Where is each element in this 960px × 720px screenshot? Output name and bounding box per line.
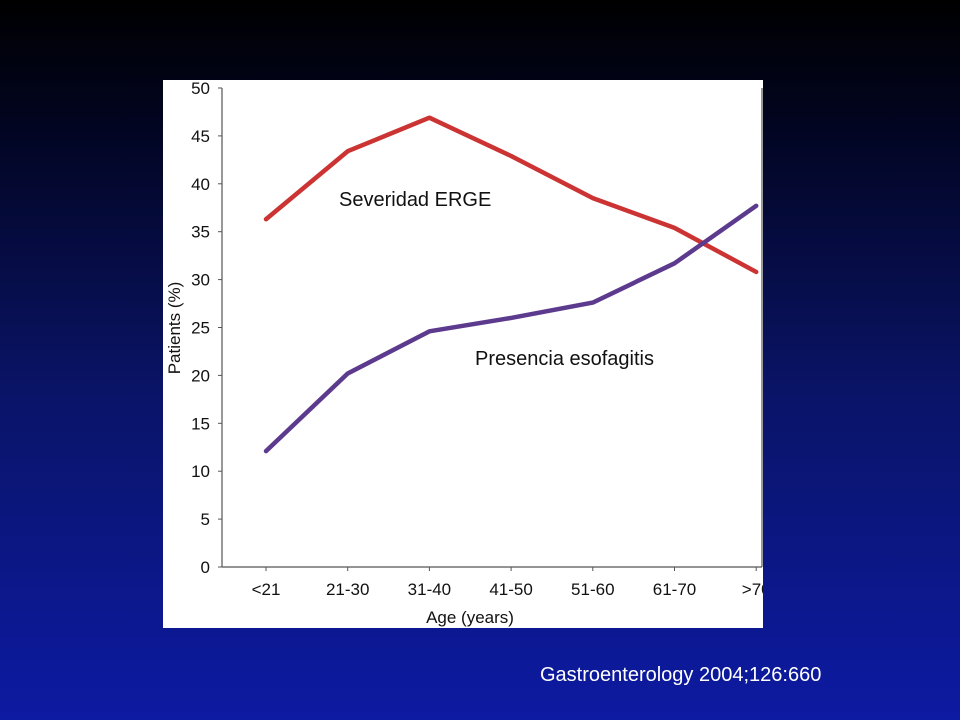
- x-tick-label: 31-40: [408, 580, 451, 599]
- x-tick-label: 61-70: [653, 580, 696, 599]
- y-tick-label: 10: [191, 462, 210, 481]
- x-axis-label: Age (years): [426, 608, 514, 627]
- line-chart: 0 5 10 15 20 25 30 35 40 45 50 <21 21-30 31-40 41-50 51…: [165, 80, 763, 627]
- x-tick-label: 21-30: [326, 580, 369, 599]
- y-tick-label: 30: [191, 271, 210, 290]
- tick-labels: 0 5 10 15 20 25 30 35 40 45 50 <21 21-30 31-40 41-50 51…: [191, 80, 763, 599]
- y-tick-label: 40: [191, 175, 210, 194]
- series-label-severidad-erge: Severidad ERGE: [339, 189, 491, 211]
- x-tick-label: 41-50: [489, 580, 532, 599]
- y-tick-label: 45: [191, 127, 210, 146]
- chart-panel: 0 5 10 15 20 25 30 35 40 45 50 <21 21-30 31-40 41-50 51…: [163, 80, 763, 628]
- series-lines: [263, 115, 759, 454]
- y-tick-label: 25: [191, 319, 210, 338]
- y-tick-label: 0: [201, 558, 210, 577]
- y-tick-label: 35: [191, 223, 210, 242]
- y-tick-label: 5: [201, 510, 210, 529]
- y-tick-label: 20: [191, 366, 210, 385]
- series-label-presencia-esofagitis: Presencia esofagitis: [475, 348, 654, 370]
- x-tick-label: 51-60: [571, 580, 614, 599]
- series-line-presencia-esofagitis: [263, 203, 759, 454]
- series-labels: Severidad ERGE Presencia esofagitis: [339, 189, 654, 370]
- citation: Gastroenterology 2004;126:660: [540, 664, 822, 686]
- y-axis-label: Patients (%): [165, 282, 184, 375]
- x-tick-label: >70: [742, 580, 763, 599]
- x-tick-label: <21: [252, 580, 281, 599]
- y-tick-label: 50: [191, 80, 210, 98]
- axes: [221, 88, 763, 568]
- y-tick-label: 15: [191, 414, 210, 433]
